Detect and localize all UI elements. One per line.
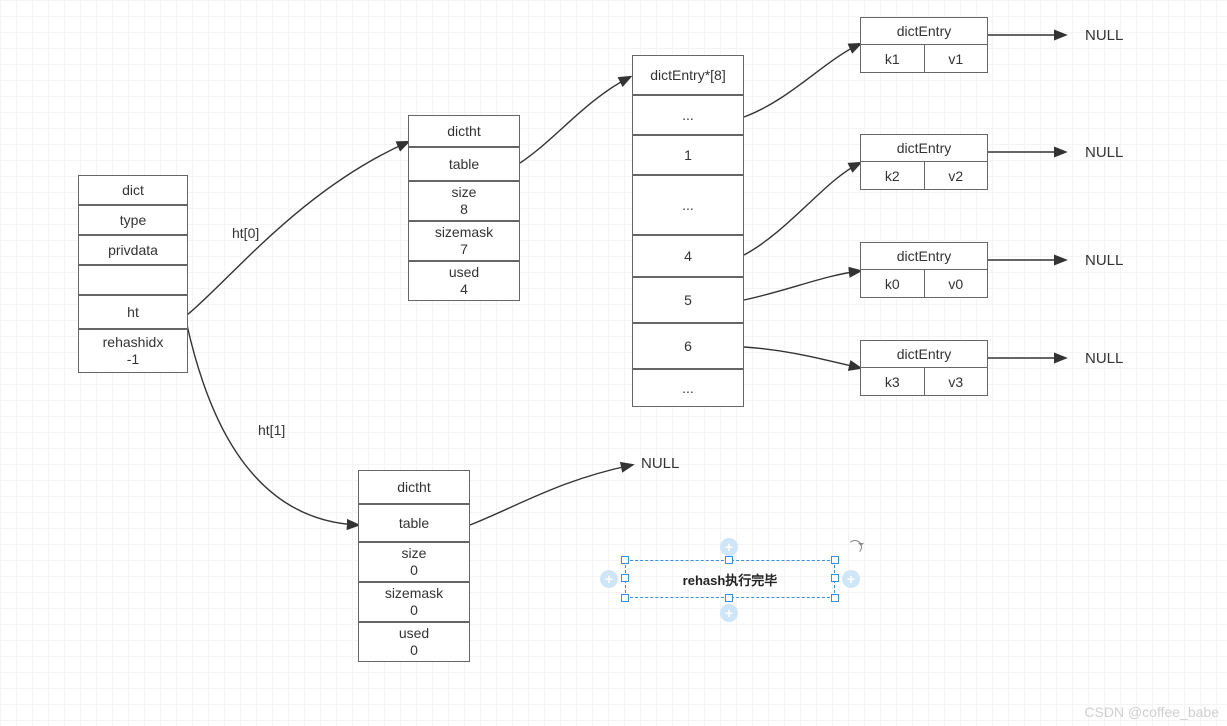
label-ht1: ht[1] xyxy=(258,422,285,438)
bucket-4: 5 xyxy=(632,277,744,323)
handle-nw[interactable] xyxy=(621,556,629,564)
entry-1-v: v1 xyxy=(924,45,989,73)
dictht0-sizemask: sizemask 7 xyxy=(408,221,520,261)
entry-4-k: k3 xyxy=(860,368,924,396)
dictht0-title: dictht xyxy=(408,115,520,147)
handle-se[interactable] xyxy=(831,594,839,602)
dictht0-used-label: used xyxy=(449,264,479,281)
dictht0-size-value: 8 xyxy=(460,201,468,218)
dictht1-sizemask-label: sizemask xyxy=(385,585,443,602)
handle-w[interactable] xyxy=(621,574,629,582)
dict-title: dict xyxy=(78,175,188,205)
entry-2-v: v2 xyxy=(924,162,989,190)
watermark: CSDN @coffee_babe xyxy=(1084,704,1219,720)
plus-s-icon[interactable]: + xyxy=(720,604,738,622)
dictht0-sizemask-value: 7 xyxy=(460,241,468,258)
dictht1-size-label: size xyxy=(402,545,427,562)
bucket-3: 4 xyxy=(632,235,744,277)
rehashidx-value: -1 xyxy=(127,351,139,368)
entry-2-title: dictEntry xyxy=(860,134,988,162)
dictht0-table: table xyxy=(408,147,520,181)
entry-1: dictEntry k1 v1 xyxy=(860,17,988,73)
dictht1-sizemask: sizemask 0 xyxy=(358,582,470,622)
dictht0-size-label: size xyxy=(452,184,477,201)
entry-4-title: dictEntry xyxy=(860,340,988,368)
bucket-2: ... xyxy=(632,175,744,235)
dictht1-size-value: 0 xyxy=(410,562,418,579)
rotate-icon[interactable] xyxy=(848,540,862,554)
dict-type: type xyxy=(78,205,188,235)
entry-4-v: v3 xyxy=(924,368,989,396)
dict-rehashidx: rehashidx -1 xyxy=(78,329,188,373)
entry-3-title: dictEntry xyxy=(860,242,988,270)
null-3: NULL xyxy=(1085,252,1123,269)
handle-sw[interactable] xyxy=(621,594,629,602)
handle-s[interactable] xyxy=(725,594,733,602)
entry-4: dictEntry k3 v3 xyxy=(860,340,988,396)
null-5: NULL xyxy=(641,455,679,472)
bucket-1: 1 xyxy=(632,135,744,175)
entry-3: dictEntry k0 v0 xyxy=(860,242,988,298)
bucket-6: ... xyxy=(632,369,744,407)
dictht1-title: dictht xyxy=(358,470,470,504)
dictht1-used-value: 0 xyxy=(410,642,418,659)
dictht0-used: used 4 xyxy=(408,261,520,301)
handle-n[interactable] xyxy=(725,556,733,564)
dictht0-size: size 8 xyxy=(408,181,520,221)
annotation-box[interactable]: rehash执行完毕 xyxy=(625,560,835,598)
dictht1-table: table xyxy=(358,504,470,542)
null-2: NULL xyxy=(1085,144,1123,161)
handle-ne[interactable] xyxy=(831,556,839,564)
entry-3-v: v0 xyxy=(924,270,989,298)
plus-n-icon[interactable]: + xyxy=(720,538,738,556)
null-1: NULL xyxy=(1085,27,1123,44)
plus-w-icon[interactable]: + xyxy=(600,570,618,588)
diagram-canvas: dict type privdata ht rehashidx -1 ht[0]… xyxy=(0,0,1227,726)
entry-2: dictEntry k2 v2 xyxy=(860,134,988,190)
dictht1-used: used 0 xyxy=(358,622,470,662)
bucket-0: ... xyxy=(632,95,744,135)
entry-1-title: dictEntry xyxy=(860,17,988,45)
dict-ht: ht xyxy=(78,295,188,329)
dictht1-size: size 0 xyxy=(358,542,470,582)
rehashidx-label: rehashidx xyxy=(103,334,164,351)
dictht1-used-label: used xyxy=(399,625,429,642)
bucket-5: 6 xyxy=(632,323,744,369)
entry-2-k: k2 xyxy=(860,162,924,190)
plus-e-icon[interactable]: + xyxy=(842,570,860,588)
entry-1-k: k1 xyxy=(860,45,924,73)
handle-e[interactable] xyxy=(831,574,839,582)
null-4: NULL xyxy=(1085,350,1123,367)
entry-3-k: k0 xyxy=(860,270,924,298)
dict-spacer xyxy=(78,265,188,295)
annotation-text: rehash执行完毕 xyxy=(683,570,778,589)
dictht1-sizemask-value: 0 xyxy=(410,602,418,619)
dictht0-sizemask-label: sizemask xyxy=(435,224,493,241)
dictht0-used-value: 4 xyxy=(460,281,468,298)
dict-privdata: privdata xyxy=(78,235,188,265)
label-ht0: ht[0] xyxy=(232,225,259,241)
bucket-header: dictEntry*[8] xyxy=(632,55,744,95)
